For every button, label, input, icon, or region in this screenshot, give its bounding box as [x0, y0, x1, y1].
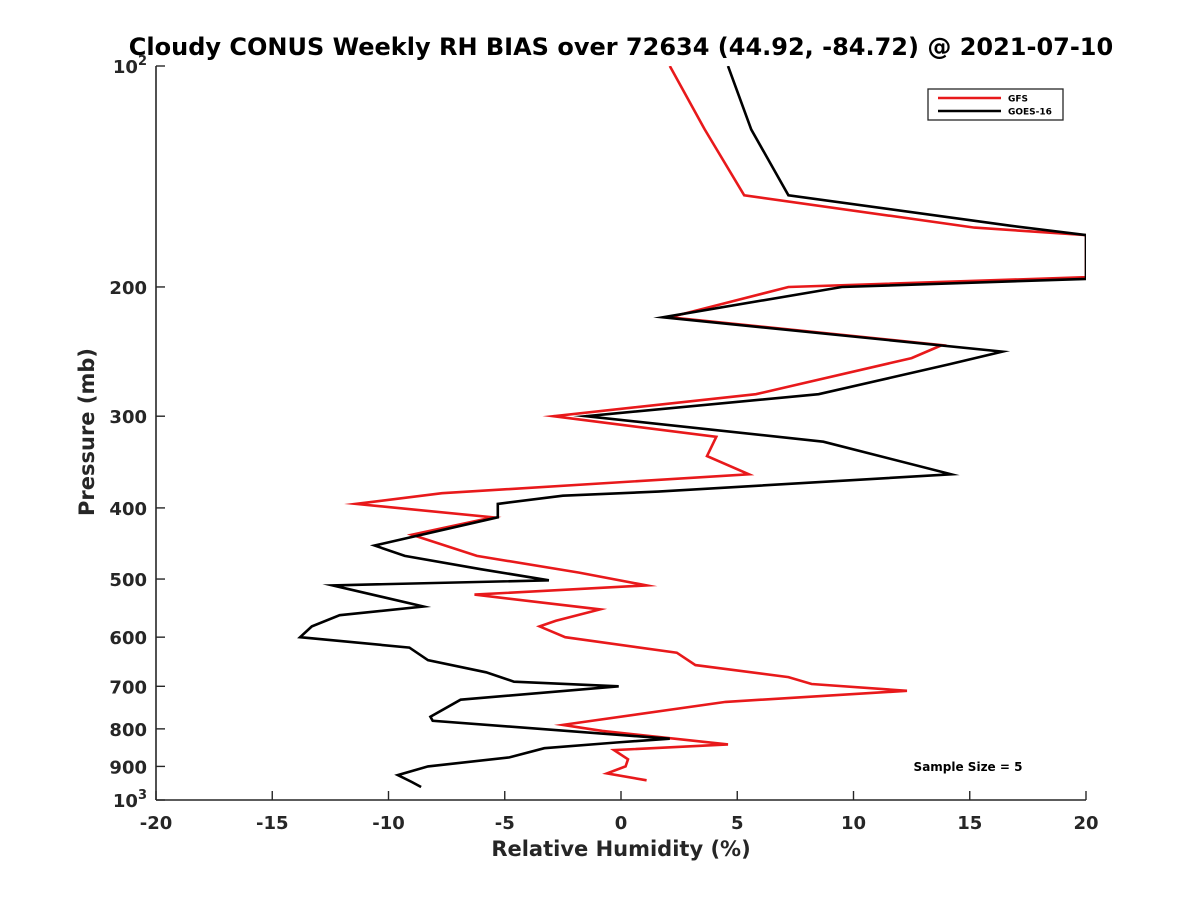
- y-tick-label: 400: [109, 499, 147, 520]
- x-tick-label: 5: [731, 813, 744, 834]
- y-tick-label: 102: [113, 54, 147, 78]
- x-tick-label: -10: [372, 813, 405, 834]
- x-tick-label: 10: [841, 813, 866, 834]
- y-tick-label: 600: [109, 628, 147, 649]
- y-tick-label: 700: [109, 677, 147, 698]
- legend-label: GOES-16: [1008, 108, 1052, 118]
- y-tick-exponent: 2: [138, 54, 147, 69]
- y-tick-label: 200: [109, 278, 147, 299]
- y-tick-label: 900: [109, 757, 147, 778]
- x-tick-label: -20: [140, 813, 173, 834]
- y-tick-label: 800: [109, 720, 147, 741]
- y-tick-base: 10: [113, 791, 138, 812]
- y-tick-label: 500: [109, 570, 147, 591]
- x-tick-label: 15: [957, 813, 982, 834]
- plot-area: [155, 66, 1086, 801]
- x-tick-label: 20: [1073, 813, 1098, 834]
- legend: GFS GOES-16: [927, 88, 1064, 121]
- y-axis-label: Pressure (mb): [75, 348, 99, 516]
- x-axis-ticks: -20 -15 -10 -5 0 5 10 15 20: [140, 791, 1099, 834]
- chart-title: Cloudy CONUS Weekly RH BIAS over 72634 (…: [129, 33, 1113, 61]
- series-lines: [297, 66, 1086, 789]
- legend-label: GFS: [1008, 95, 1028, 105]
- x-tick-label: 0: [615, 813, 628, 834]
- y-tick-exponent: 3: [138, 788, 147, 803]
- x-axis-label: Relative Humidity (%): [491, 837, 750, 861]
- legend-box: [927, 88, 1064, 121]
- sample-size-annotation: Sample Size = 5: [914, 760, 1023, 774]
- series-line-goes-16: [297, 66, 1086, 789]
- x-tick-label: -15: [256, 813, 289, 834]
- y-tick-label: 103: [113, 788, 147, 812]
- y-tick-label: 300: [109, 407, 147, 428]
- series-line-gfs: [344, 66, 1086, 782]
- y-tick-base: 10: [113, 57, 138, 78]
- x-tick-label: -5: [495, 813, 515, 834]
